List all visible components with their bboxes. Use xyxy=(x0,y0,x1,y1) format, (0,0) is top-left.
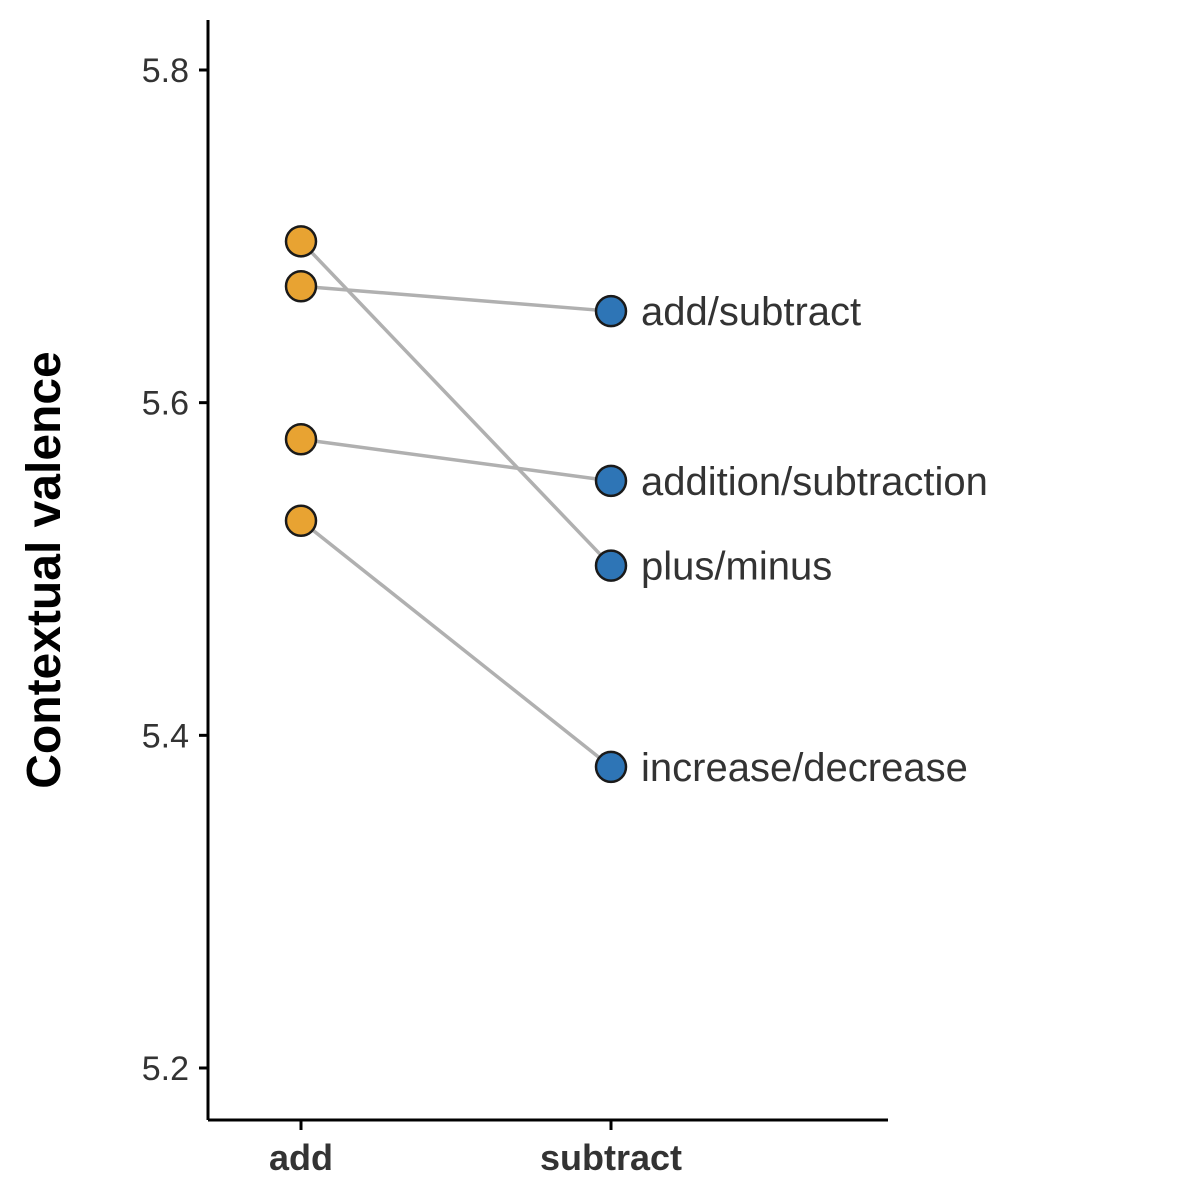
connector-lines xyxy=(299,240,613,769)
point-subtract xyxy=(594,464,628,498)
y-tick-label: 5.2 xyxy=(142,1050,189,1088)
x-tick-label-add: add xyxy=(269,1137,333,1178)
pair-label: plus/minus xyxy=(641,545,832,589)
point-subtract xyxy=(594,549,628,582)
point-add xyxy=(284,423,318,456)
pair-label: add/subtract xyxy=(641,290,861,334)
y-axis-title: Contextual valence xyxy=(18,351,71,788)
y-tick-label: 5.4 xyxy=(142,717,189,755)
x-axis-ticks: add subtract xyxy=(269,1120,682,1178)
connector-line xyxy=(299,240,613,567)
point-subtract xyxy=(594,750,628,784)
y-tick-label: 5.8 xyxy=(142,52,189,90)
point-add xyxy=(284,225,318,258)
y-tick-label: 5.6 xyxy=(142,385,189,423)
connector-line xyxy=(300,437,612,483)
point-add xyxy=(284,269,318,303)
pair-label: increase/decrease xyxy=(641,746,968,790)
point-subtract xyxy=(594,294,628,328)
connector-line xyxy=(300,284,612,313)
connector-line xyxy=(299,519,613,769)
y-axis-ticks: 5.2 5.4 5.6 5.8 xyxy=(142,52,208,1088)
pair-labels: add/subtract addition/subtraction plus/min… xyxy=(641,290,988,790)
point-add xyxy=(284,504,318,538)
x-tick-label-subtract: subtract xyxy=(540,1137,682,1178)
data-points xyxy=(284,225,628,784)
pair-label: addition/subtraction xyxy=(641,460,988,504)
